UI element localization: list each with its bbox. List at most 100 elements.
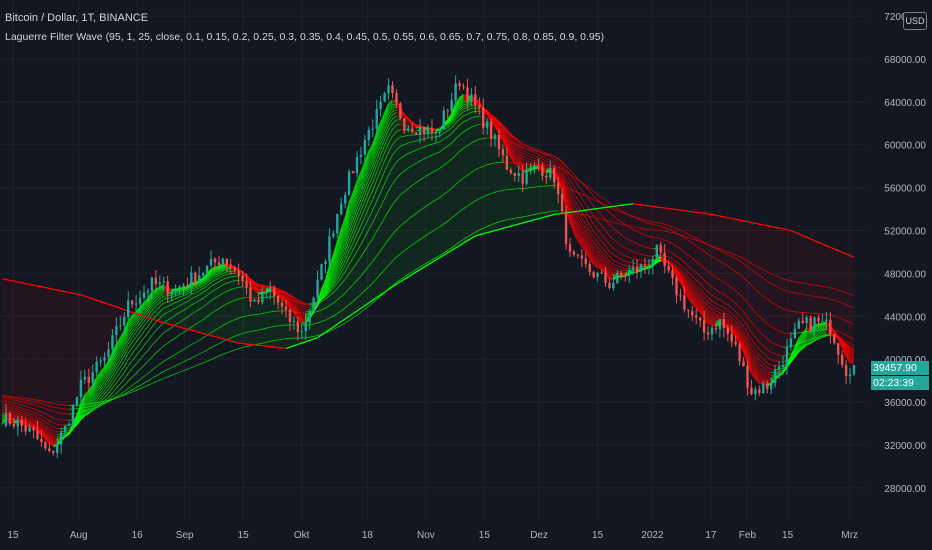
wave-line-segment xyxy=(37,405,42,408)
wave-line-segment xyxy=(21,418,26,422)
slow-wave-segment xyxy=(767,225,772,228)
wave-line-segment xyxy=(5,400,11,403)
wave-line-segment xyxy=(9,405,14,409)
slow-wave-segment xyxy=(5,278,11,282)
wave-line-segment xyxy=(325,282,330,293)
wave-line-segment xyxy=(159,322,165,327)
slow-wave-segment xyxy=(1,278,7,281)
wave-line-segment xyxy=(147,303,153,311)
candle-body xyxy=(111,335,114,350)
wave-line-segment xyxy=(786,290,792,293)
wave-line-segment xyxy=(104,373,109,380)
wave-line-segment xyxy=(17,398,22,400)
wave-line-segment xyxy=(147,369,153,374)
wave-line-segment xyxy=(336,260,342,270)
candle-body xyxy=(221,258,225,266)
wave-line-segment xyxy=(597,266,602,270)
candle-body xyxy=(371,128,374,130)
slow-wave-segment xyxy=(597,207,602,210)
wave-line-segment xyxy=(266,311,271,314)
slow-wave-segment xyxy=(696,211,701,214)
wave-line-segment xyxy=(695,302,701,308)
candle-body xyxy=(312,297,315,311)
wave-line-segment xyxy=(589,239,595,247)
wave-line-segment xyxy=(759,316,764,321)
wave-line-segment xyxy=(731,331,736,336)
wave-line-segment xyxy=(723,250,728,253)
wave-line-segment xyxy=(688,293,693,300)
wave-line-segment xyxy=(814,337,819,341)
slow-wave-segment xyxy=(226,339,231,342)
wave-line-segment xyxy=(214,273,220,276)
wave-line-segment xyxy=(53,411,58,413)
wave-line-segment xyxy=(53,439,58,442)
wave-line-segment xyxy=(494,123,500,132)
wave-line-segment xyxy=(412,140,417,143)
wave-line-segment xyxy=(214,287,220,290)
wave-line-segment xyxy=(214,295,220,299)
wave-fill-segment xyxy=(522,171,527,224)
slow-wave-segment xyxy=(704,212,709,215)
wave-line-segment xyxy=(119,360,125,368)
wave-line-segment xyxy=(518,163,523,170)
wave-line-segment xyxy=(467,103,472,107)
wave-line-segment xyxy=(80,415,86,420)
wave-line-segment xyxy=(206,271,212,277)
wave-line-segment xyxy=(802,340,807,346)
wave-line-segment xyxy=(159,285,164,289)
wave-line-segment xyxy=(396,279,401,283)
wave-line-segment xyxy=(822,325,827,329)
wave-line-segment xyxy=(415,147,421,151)
wave-line-segment xyxy=(388,99,393,104)
wave-line-segment xyxy=(210,266,216,270)
wave-line-segment xyxy=(210,345,216,349)
slow-wave-segment xyxy=(388,286,393,291)
wave-line-segment xyxy=(597,241,602,247)
wave-line-segment xyxy=(463,113,468,117)
wave-line-segment xyxy=(159,298,164,303)
wave-line-segment xyxy=(699,292,705,298)
wave-line-segment xyxy=(88,390,94,398)
wave-line-segment xyxy=(17,406,22,409)
wave-line-segment xyxy=(49,442,54,447)
slow-wave-segment xyxy=(483,232,488,235)
wave-line-segment xyxy=(242,274,247,277)
wave-line-segment xyxy=(120,372,125,379)
wave-line-segment xyxy=(360,270,366,277)
wave-line-segment xyxy=(84,412,89,415)
wave-line-segment xyxy=(53,426,58,429)
wave-line-segment xyxy=(49,441,54,446)
wave-line-segment xyxy=(179,303,184,307)
wave-line-segment xyxy=(250,282,255,285)
wave-line-segment xyxy=(845,344,851,349)
wave-line-segment xyxy=(818,326,823,329)
wave-line-segment xyxy=(88,389,94,396)
wave-line-segment xyxy=(794,351,800,356)
wave-line-segment xyxy=(329,259,334,271)
wave-line-segment xyxy=(510,134,516,139)
wave-line-segment xyxy=(632,216,638,220)
wave-line-segment xyxy=(688,286,693,292)
wave-line-segment xyxy=(727,322,732,327)
candle-body xyxy=(79,379,83,398)
wave-line-segment xyxy=(569,185,575,194)
candle-body xyxy=(340,203,343,215)
slow-wave-segment xyxy=(841,251,847,255)
wave-line-segment xyxy=(340,271,346,278)
wave-fill-segment xyxy=(80,294,85,403)
wave-line-segment xyxy=(281,290,287,293)
wave-line-segment xyxy=(467,234,472,238)
wave-line-segment xyxy=(281,297,287,302)
wave-line-segment xyxy=(135,350,141,357)
wave-line-segment xyxy=(767,280,772,284)
wave-line-segment xyxy=(222,274,227,277)
wave-line-segment xyxy=(368,261,374,267)
wave-line-segment xyxy=(573,229,579,238)
wave-line-segment xyxy=(475,123,480,127)
wave-line-segment xyxy=(127,333,133,341)
wave-line-segment xyxy=(230,299,235,303)
wave-line-segment xyxy=(159,307,164,313)
wave-line-segment xyxy=(368,143,374,152)
wave-line-segment xyxy=(613,267,618,270)
